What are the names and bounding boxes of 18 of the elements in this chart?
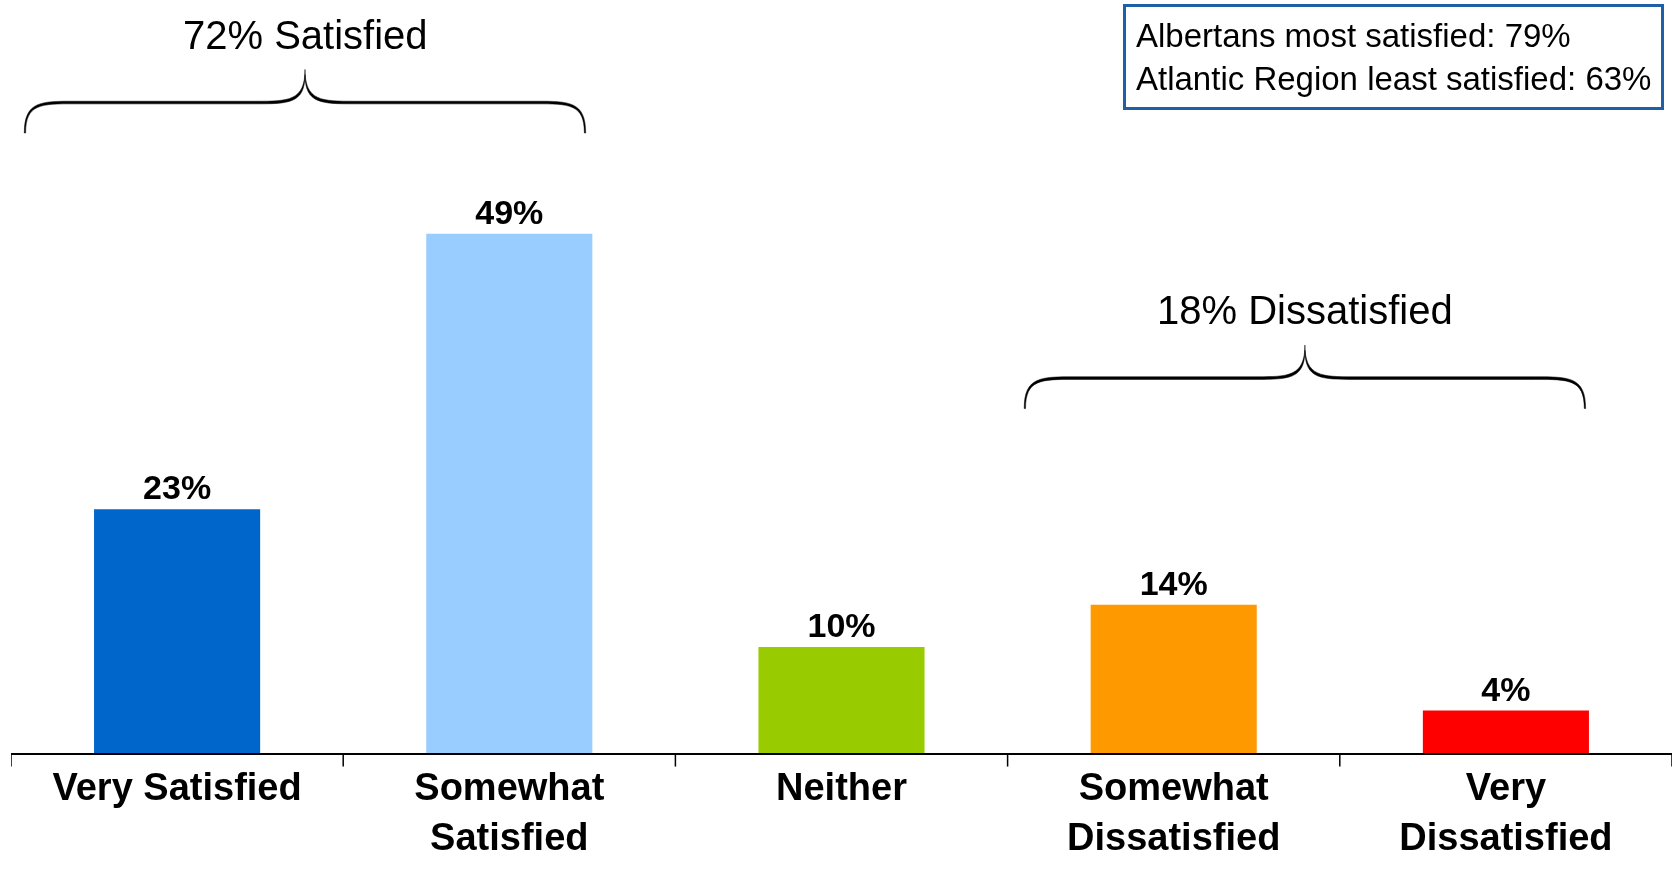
annotation: 18% Dissatisfied (1157, 288, 1453, 332)
x-tick-label: Somewhat Dissatisfied (1067, 766, 1281, 858)
data-label: 14% (1139, 563, 1208, 602)
data-label: 49% (475, 192, 544, 231)
bar (758, 647, 925, 753)
bar (1090, 604, 1257, 753)
text: Albertans most satisfied: 79% Atlantic Region least satisfied: 63% (1136, 17, 1652, 97)
bar (426, 233, 593, 753)
x-tick-label: Neither (776, 766, 908, 809)
x-tick-label: Somewhat Satisfied (414, 766, 605, 858)
bar (1422, 710, 1589, 753)
x-tick-label: Very Dissatisfied (1399, 766, 1613, 858)
bar (94, 509, 261, 753)
data-label: 23% (143, 468, 212, 507)
x-tick-label: Very Satisfied (52, 766, 302, 809)
data-label: 10% (807, 606, 876, 645)
data-label: 4% (1481, 669, 1531, 708)
text: 72% Satisfied (183, 13, 428, 57)
